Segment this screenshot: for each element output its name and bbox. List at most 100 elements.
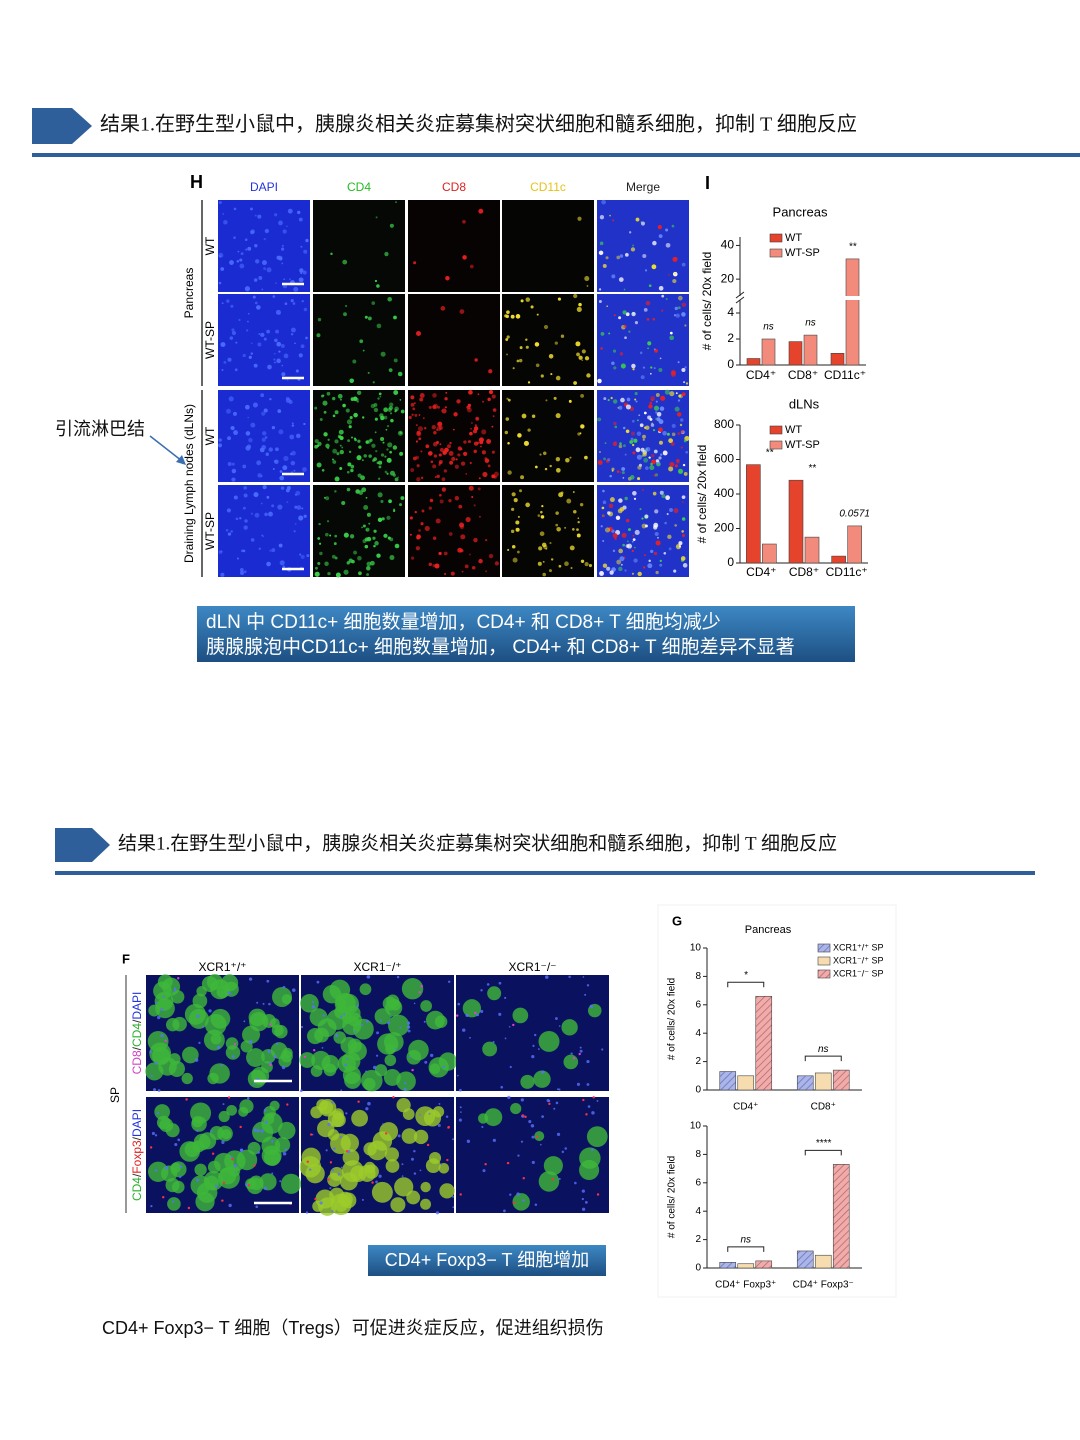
cell-signal — [303, 307, 308, 312]
cell-signal — [222, 213, 225, 215]
nucleus-signal — [522, 1199, 525, 1202]
cell-signal — [386, 515, 391, 520]
cell-signal — [393, 315, 397, 320]
cell-signal — [375, 450, 378, 453]
tissue-cell — [432, 1106, 445, 1118]
nucleus-signal — [387, 1021, 391, 1025]
cell-signal — [463, 451, 468, 456]
nucleus-signal — [271, 1172, 274, 1175]
cell-signal — [653, 348, 656, 351]
cell-signal — [624, 569, 627, 572]
cell-signal — [240, 252, 244, 256]
nucleus-signal — [300, 1025, 304, 1029]
nucleus-signal — [214, 1184, 218, 1188]
cell-signal — [621, 467, 626, 471]
cell-signal — [287, 208, 293, 214]
cell-signal — [282, 465, 288, 471]
legend-swatch — [769, 248, 783, 258]
cell-signal — [606, 566, 611, 571]
figure-panel — [657, 904, 897, 1298]
cell-signal — [232, 411, 237, 416]
bar — [737, 1263, 755, 1269]
nucleus-signal — [248, 1040, 253, 1044]
cell-signal — [669, 461, 675, 468]
cell-signal — [672, 278, 677, 284]
cell-signal — [390, 418, 394, 423]
cell-signal — [293, 530, 296, 533]
marker-signal — [312, 1048, 316, 1052]
cell-signal — [445, 391, 448, 394]
bar — [746, 358, 761, 366]
nucleus-signal — [196, 1178, 200, 1182]
tissue-cell — [246, 1048, 265, 1067]
cell-signal — [261, 437, 266, 442]
row-label: CD8/CD4/DAPI — [130, 992, 144, 1075]
legend-swatch — [769, 440, 783, 450]
cell-signal — [314, 571, 320, 577]
cell-signal — [636, 431, 642, 436]
nucleus-signal — [372, 1065, 377, 1070]
nucleus-signal — [247, 1097, 250, 1100]
nucleus-signal — [404, 1082, 407, 1085]
cell-signal — [399, 503, 402, 507]
cell-signal — [339, 398, 342, 401]
cell-signal — [226, 299, 230, 303]
nucleus-signal — [397, 1134, 401, 1138]
cell-signal — [464, 564, 469, 569]
tissue-cell — [299, 1156, 322, 1178]
cell-signal — [296, 505, 302, 510]
cell-signal — [519, 489, 523, 493]
bar — [814, 1254, 832, 1269]
cell-signal — [422, 417, 425, 420]
cell-signal — [629, 475, 635, 480]
bar — [845, 258, 860, 366]
summary-line: dLN 中 CD11c+ 细胞数量增加，CD4+ 和 CD8+ T 细胞均减少 — [206, 611, 721, 633]
nucleus-signal — [500, 1085, 504, 1089]
cell-signal — [618, 498, 623, 503]
marker-signal — [357, 1100, 360, 1103]
cell-signal — [465, 516, 471, 523]
cell-signal — [632, 368, 635, 371]
micrograph — [502, 200, 594, 292]
nucleus-signal — [202, 1025, 205, 1028]
cell-signal — [356, 390, 362, 395]
cell-signal — [588, 563, 593, 568]
cell-signal — [575, 341, 581, 347]
cell-signal — [376, 323, 382, 329]
cell-signal — [607, 458, 611, 462]
x-tick-label: CD4⁺ Foxp3⁺ — [715, 1280, 776, 1291]
header-rule — [55, 871, 1035, 875]
significance-label: * — [744, 970, 749, 981]
cell-signal — [273, 352, 276, 355]
cell-signal — [534, 465, 538, 469]
nucleus-signal — [531, 1135, 535, 1139]
bar — [830, 352, 845, 366]
cell-signal — [334, 490, 337, 493]
nucleus-signal — [413, 1149, 416, 1153]
micrograph — [218, 294, 310, 386]
tissue-cell — [396, 1098, 411, 1113]
cell-signal — [542, 451, 547, 456]
marker-signal — [327, 1178, 330, 1181]
cell-signal — [673, 569, 677, 573]
tissue-cell — [413, 1129, 429, 1145]
tissue-cell — [318, 1197, 337, 1216]
nucleus-signal — [356, 1004, 359, 1008]
tissue-cell — [512, 1193, 530, 1211]
tissue-cell — [263, 1106, 276, 1119]
cell-signal — [657, 536, 659, 539]
tissue-cell — [538, 1030, 560, 1052]
panel-letter: G — [672, 913, 682, 928]
cell-signal — [339, 467, 343, 470]
cell-signal — [572, 491, 575, 494]
cell-signal — [600, 347, 603, 350]
cell-signal — [330, 252, 333, 256]
significance-label: ** — [849, 242, 858, 253]
bar — [803, 334, 818, 366]
cell-signal — [673, 314, 677, 317]
cell-signal — [637, 571, 642, 577]
cell-signal — [622, 476, 625, 479]
tissue-cell — [384, 1054, 397, 1067]
cell-signal — [341, 446, 344, 449]
cell-signal — [387, 442, 393, 448]
